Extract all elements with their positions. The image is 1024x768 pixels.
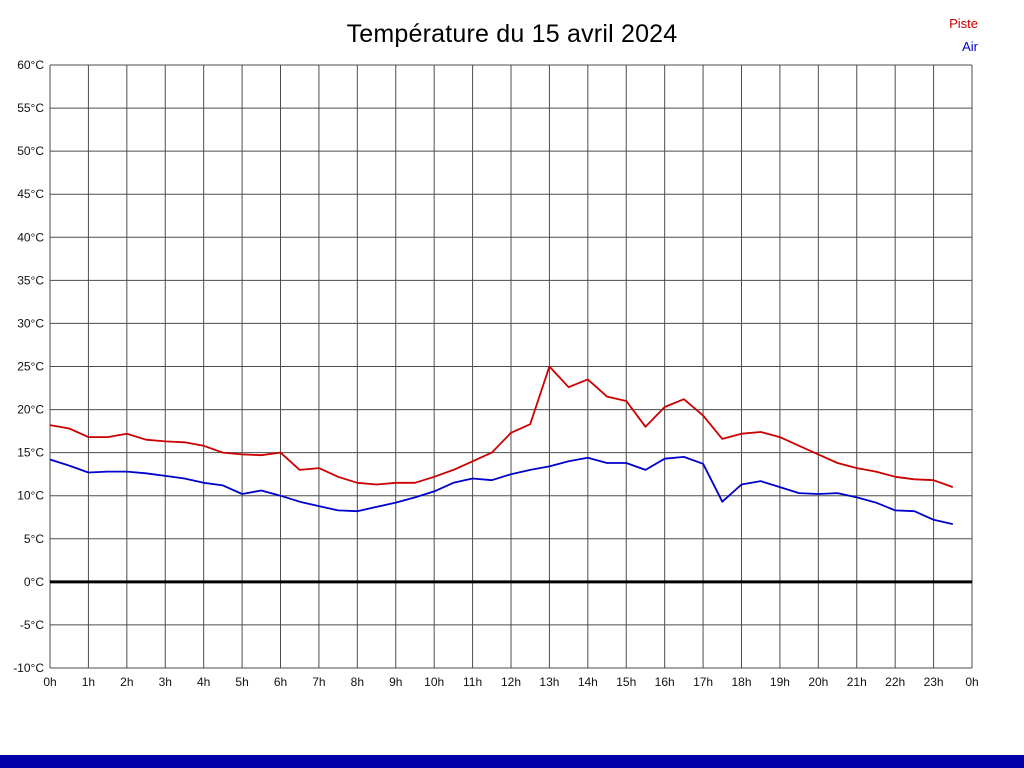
x-axis-tick-label: 21h: [847, 675, 867, 689]
legend-item-piste: Piste: [949, 16, 978, 31]
x-axis-tick-label: 3h: [159, 675, 172, 689]
x-axis-tick-label: 2h: [120, 675, 133, 689]
x-axis-tick-label: 0h: [43, 675, 56, 689]
x-axis-tick-label: 17h: [693, 675, 713, 689]
x-axis-tick-label: 16h: [655, 675, 675, 689]
x-axis-tick-label: 7h: [312, 675, 325, 689]
legend-item-air: Air: [962, 39, 978, 54]
series-line-air: [49, 455, 953, 525]
x-axis-tick-label: 22h: [885, 675, 905, 689]
y-axis-tick-label: 20°C: [17, 403, 44, 417]
x-axis-tick-label: 12h: [501, 675, 521, 689]
x-axis-tick-label: 8h: [351, 675, 364, 689]
y-axis-tick-label: 10°C: [17, 489, 44, 503]
y-axis-tick-label: 30°C: [17, 316, 44, 330]
y-axis-tick-label: 45°C: [17, 187, 44, 201]
x-axis-tick-label: 4h: [197, 675, 210, 689]
x-axis-tick-label: 6h: [274, 675, 287, 689]
y-axis-tick-label: 50°C: [17, 144, 44, 158]
legend: Piste Air: [949, 12, 978, 58]
y-axis-tick-label: -10°C: [13, 661, 44, 675]
x-axis-tick-label: 9h: [389, 675, 402, 689]
series-line-piste: [49, 365, 954, 488]
x-axis-tick-label: 14h: [578, 675, 598, 689]
y-axis-tick-label: -5°C: [20, 618, 44, 632]
x-axis-tick-label: 23h: [924, 675, 944, 689]
y-axis-tick-label: 0°C: [24, 575, 44, 589]
x-axis-tick-label: 15h: [616, 675, 636, 689]
y-axis-tick-label: 5°C: [24, 532, 44, 546]
y-axis-tick-label: 60°C: [17, 58, 44, 72]
bottom-bar: [0, 755, 1024, 768]
y-axis-tick-label: 25°C: [17, 360, 44, 374]
x-axis-tick-label: 0h: [965, 675, 978, 689]
x-axis-tick-label: 10h: [424, 675, 444, 689]
x-axis-tick-label: 5h: [235, 675, 248, 689]
x-axis-tick-label: 18h: [731, 675, 751, 689]
x-axis-tick-label: 11h: [463, 675, 482, 689]
y-axis-tick-label: 55°C: [17, 101, 44, 115]
x-axis-tick-label: 20h: [808, 675, 828, 689]
chart-title: Température du 15 avril 2024: [346, 20, 678, 48]
x-axis-tick-label: 1h: [82, 675, 95, 689]
y-axis-tick-label: 15°C: [17, 446, 44, 460]
y-axis-tick-label: 35°C: [17, 273, 44, 287]
x-axis-tick-label: 13h: [539, 675, 559, 689]
y-axis-tick-label: 40°C: [17, 230, 44, 244]
x-axis-tick-label: 19h: [770, 675, 790, 689]
